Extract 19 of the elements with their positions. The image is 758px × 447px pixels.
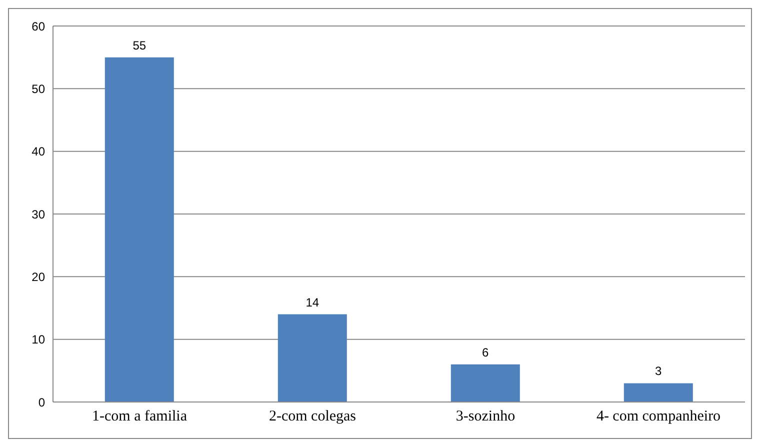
data-label: 55 <box>132 38 146 52</box>
y-tick-label: 50 <box>32 82 46 96</box>
x-tick-label: 1-com a familia <box>92 408 188 425</box>
y-tick-label: 30 <box>32 207 46 222</box>
y-tick-label: 20 <box>32 270 46 284</box>
bar <box>450 364 520 402</box>
y-tick-label: 0 <box>38 395 46 410</box>
y-tick-label: 10 <box>32 332 46 347</box>
data-label: 3 <box>655 364 662 378</box>
x-tick-label: 2-com colegas <box>268 408 356 425</box>
y-tick-label: 60 <box>32 19 46 34</box>
data-label: 14 <box>306 295 320 310</box>
x-tick-label: 4- com companheiro <box>596 408 721 425</box>
x-tick-label: 3-sozinho <box>456 408 516 425</box>
data-label: 6 <box>482 345 490 360</box>
bar <box>278 314 347 402</box>
bar <box>624 383 693 402</box>
y-tick-label: 40 <box>32 144 46 159</box>
bar <box>104 57 174 402</box>
